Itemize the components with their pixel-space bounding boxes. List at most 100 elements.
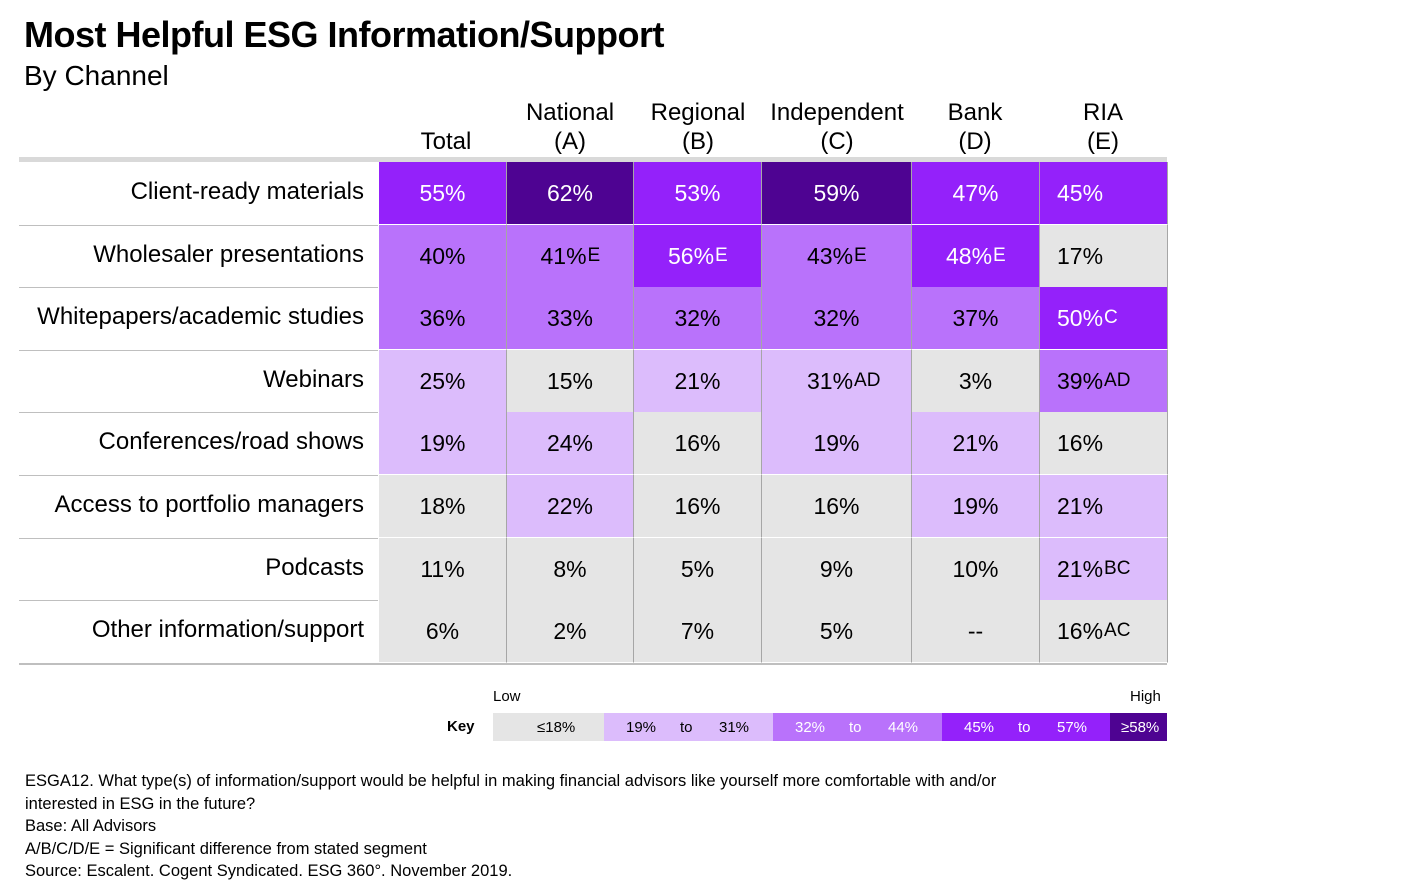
cell-value: -- bbox=[967, 617, 984, 644]
cell-value-group: 39% AD bbox=[1057, 350, 1130, 412]
table-cell: 56% E bbox=[634, 225, 762, 288]
footnotes: ESGA12. What type(s) of information/supp… bbox=[25, 770, 996, 883]
row-label: Conferences/road shows bbox=[98, 428, 364, 456]
cell-value-group: 31% AD bbox=[807, 350, 880, 412]
cell-value: 5% bbox=[819, 617, 854, 644]
table-cell: 18% bbox=[379, 475, 507, 538]
table-cell: 21% bbox=[1040, 475, 1168, 538]
footnote-line: A/B/C/D/E = Significant difference from … bbox=[25, 839, 427, 858]
cell-value-group: 53% bbox=[634, 162, 761, 224]
significance-marker: AD bbox=[1104, 370, 1131, 391]
column-header-line2: (D) bbox=[958, 128, 992, 155]
table-cell: 41% E bbox=[507, 225, 634, 288]
cell-value: 41% bbox=[540, 242, 587, 269]
table-cell: 16% bbox=[634, 412, 762, 475]
table-cell: 16% bbox=[634, 475, 762, 538]
footnote-line: interested in ESG in the future? bbox=[25, 794, 256, 813]
column-header-line2: (C) bbox=[820, 128, 854, 155]
table-cell: 7% bbox=[634, 600, 762, 663]
cell-value: 39% bbox=[1057, 367, 1104, 394]
row-label: Whitepapers/academic studies bbox=[37, 303, 364, 331]
cell-value-group: 21% bbox=[1057, 475, 1103, 537]
footnote-line: Source: Escalent. Cogent Syndicated. ESG… bbox=[25, 862, 513, 880]
table-cell: 16% AC bbox=[1040, 600, 1168, 663]
table-cell: 33% bbox=[507, 287, 634, 350]
footnote-line: ESGA12. What type(s) of information/supp… bbox=[25, 772, 997, 790]
table-cell: 21% bbox=[912, 412, 1040, 475]
cell-value-group: 2% bbox=[507, 600, 633, 662]
column-header-line2: (E) bbox=[1087, 128, 1119, 155]
cell-value-group: 19% bbox=[912, 475, 1039, 537]
row-divider bbox=[19, 412, 378, 413]
key-segment-from: ≤18% bbox=[537, 719, 576, 736]
table-cell: 45% bbox=[1040, 162, 1168, 225]
cell-value: 53% bbox=[674, 179, 721, 206]
cell-value-group: 8% bbox=[507, 538, 633, 600]
column-header: Independent (C) bbox=[757, 98, 917, 156]
cell-value: 6% bbox=[425, 617, 460, 644]
cell-value-group: 9% bbox=[762, 538, 911, 600]
table-cell: 19% bbox=[379, 412, 507, 475]
cell-value: 24% bbox=[546, 429, 594, 456]
cell-value-group: 37% bbox=[912, 287, 1039, 349]
cell-value: 22% bbox=[546, 492, 594, 519]
table-top-rule bbox=[19, 157, 1167, 162]
cell-value-group: 41% E bbox=[541, 225, 601, 287]
cell-value: 25% bbox=[419, 367, 466, 394]
cell-value-group: 33% bbox=[507, 287, 633, 349]
table-cell: 16% bbox=[762, 475, 912, 538]
cell-value-group: 16% bbox=[634, 412, 761, 474]
cell-value: 19% bbox=[952, 492, 999, 519]
key-low-label: Low bbox=[493, 688, 521, 705]
table-cell: 24% bbox=[507, 412, 634, 475]
table-cell: 15% bbox=[507, 350, 634, 413]
cell-value: 5% bbox=[680, 555, 715, 582]
table-cell: 5% bbox=[634, 538, 762, 601]
table-cell: 59% bbox=[762, 162, 912, 225]
key-segment-from: 19% bbox=[626, 719, 657, 736]
cell-value: 9% bbox=[819, 555, 854, 582]
row-divider bbox=[19, 600, 378, 601]
key-segment: ≤18% bbox=[493, 713, 604, 741]
key-segment-from: 45% bbox=[964, 719, 995, 736]
key-segment: ≥58% bbox=[1110, 713, 1167, 741]
cell-value: 40% bbox=[419, 242, 466, 269]
table-cell: 53% bbox=[634, 162, 762, 225]
cell-value: 19% bbox=[419, 429, 466, 456]
cell-value-group: 40% bbox=[379, 225, 506, 287]
cell-value-group: 7% bbox=[634, 600, 761, 662]
cell-value: 16% bbox=[674, 429, 721, 456]
column-header: Bank (D) bbox=[895, 98, 1055, 156]
table-cell: 19% bbox=[912, 475, 1040, 538]
cell-value-group: 48% E bbox=[946, 225, 1006, 287]
cell-value-group: 16% bbox=[634, 475, 761, 537]
table-cell: 22% bbox=[507, 475, 634, 538]
cell-value: 62% bbox=[546, 179, 594, 206]
cell-value-group: 17% bbox=[1057, 225, 1103, 287]
cell-value: 17% bbox=[1057, 242, 1104, 269]
key-segment-to: 44% bbox=[888, 719, 919, 736]
table-cell: 2% bbox=[507, 600, 634, 663]
table-cell: 32% bbox=[762, 287, 912, 350]
cell-value-group: 36% bbox=[379, 287, 506, 349]
cell-value: 16% bbox=[1057, 617, 1104, 644]
footnote-line: Base: All Advisors bbox=[25, 817, 157, 835]
key-segment-from: ≥58% bbox=[1121, 719, 1160, 736]
key-label: Key bbox=[447, 718, 475, 735]
column-header: Regional (B) bbox=[618, 98, 778, 156]
row-label: Access to portfolio managers bbox=[54, 491, 364, 518]
cell-value-group: 19% bbox=[379, 412, 506, 474]
cell-value-group: 6% bbox=[379, 600, 506, 662]
cell-value-group: -- bbox=[912, 600, 1039, 662]
column-header-line2: (A) bbox=[554, 128, 586, 155]
cell-value-group: 32% bbox=[634, 287, 761, 349]
key-segment: 45% to 57% bbox=[942, 713, 1110, 741]
cell-value: 36% bbox=[419, 304, 466, 331]
row-label: Other information/support bbox=[91, 616, 364, 644]
table-cell: 21% BC bbox=[1040, 538, 1168, 601]
cell-value: 21% bbox=[952, 429, 999, 456]
cell-value-group: 45% bbox=[1057, 162, 1103, 224]
cell-value: 2% bbox=[553, 617, 587, 644]
cell-value: 31% bbox=[807, 367, 854, 394]
cell-value-group: 16% bbox=[762, 475, 911, 537]
